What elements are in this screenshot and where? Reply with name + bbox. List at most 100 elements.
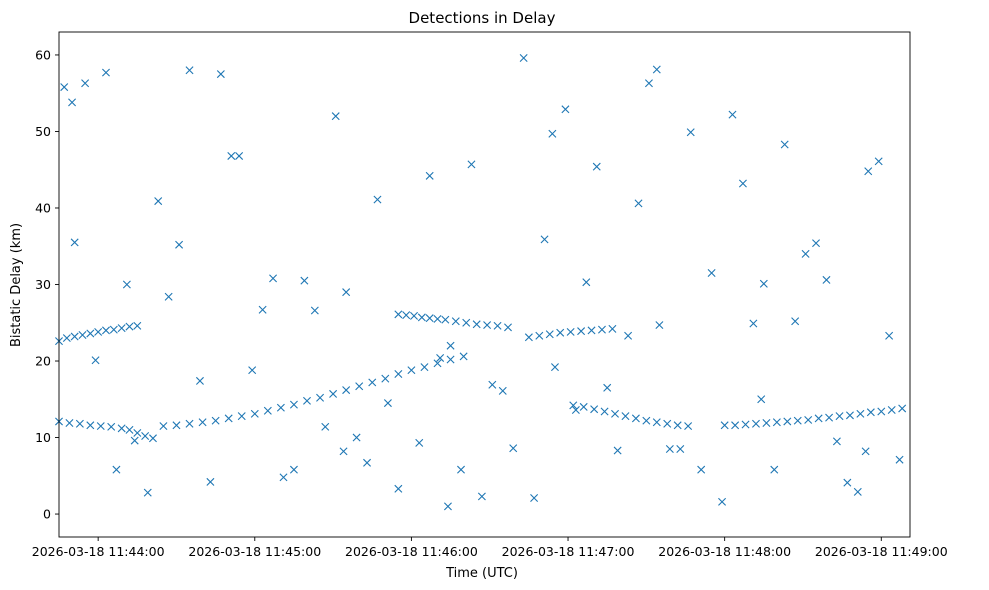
data-point <box>772 418 781 427</box>
data-point <box>621 412 630 421</box>
data-point <box>686 128 695 137</box>
data-point <box>198 418 207 427</box>
data-point <box>446 355 455 364</box>
data-point <box>569 401 578 410</box>
data-point <box>462 318 471 327</box>
data-point <box>738 179 747 188</box>
data-point <box>425 171 434 180</box>
data-point <box>122 280 131 289</box>
data-point <box>227 151 236 160</box>
data-point <box>355 382 364 391</box>
data-point <box>801 249 810 258</box>
data-point <box>407 366 416 375</box>
data-point <box>101 326 110 335</box>
data-point <box>133 428 142 437</box>
data-point <box>759 279 768 288</box>
data-point <box>600 407 609 416</box>
data-point <box>459 352 468 361</box>
data-point <box>718 497 727 506</box>
data-point <box>410 311 419 320</box>
data-point <box>65 419 74 427</box>
data-point <box>825 413 834 422</box>
data-point <box>133 321 142 330</box>
data-point <box>68 98 77 107</box>
data-point <box>673 421 682 430</box>
data-point <box>164 292 173 301</box>
data-point <box>117 324 126 333</box>
data-point <box>94 327 103 336</box>
data-point <box>394 484 403 493</box>
data-point <box>791 317 800 326</box>
data-point <box>441 315 450 324</box>
data-point <box>70 332 79 341</box>
y-tick-label: 10 <box>35 430 51 445</box>
data-point <box>477 492 486 501</box>
data-point <box>665 445 674 453</box>
data-point <box>535 331 544 340</box>
data-point <box>577 327 586 336</box>
y-tick-label: 20 <box>35 354 51 369</box>
data-point <box>472 320 481 329</box>
data-point <box>887 405 896 414</box>
data-point <box>235 151 244 160</box>
data-point <box>62 334 71 343</box>
data-point <box>258 305 267 314</box>
data-point <box>352 433 361 442</box>
data-point <box>519 54 528 63</box>
data-point <box>342 386 351 395</box>
data-point <box>587 326 596 335</box>
data-point <box>195 376 204 385</box>
data-point <box>321 422 330 431</box>
data-point <box>804 415 813 424</box>
data-point <box>339 447 348 456</box>
data-point <box>96 422 105 431</box>
data-point <box>822 275 831 284</box>
data-point <box>835 412 844 421</box>
data-point <box>216 70 225 79</box>
data-point <box>86 329 95 338</box>
data-point <box>269 274 278 283</box>
data-point <box>582 278 591 287</box>
data-point <box>504 323 512 332</box>
data-point <box>91 356 100 365</box>
data-point <box>707 269 716 278</box>
data-point <box>613 446 622 455</box>
data-point <box>877 407 886 416</box>
data-point <box>644 79 653 88</box>
data-point <box>832 437 841 446</box>
data-point <box>101 68 110 77</box>
y-axis-label: Bistatic Delay (km) <box>9 223 24 347</box>
data-point <box>446 341 455 350</box>
data-point <box>248 366 257 375</box>
data-point <box>154 197 163 206</box>
data-point <box>652 418 661 427</box>
y-tick-label: 40 <box>35 200 51 215</box>
data-point <box>783 417 792 426</box>
data-point <box>814 414 823 423</box>
y-tick-label: 60 <box>35 47 51 62</box>
data-point <box>770 465 779 474</box>
y-tick-label: 50 <box>35 124 51 139</box>
data-point <box>109 325 118 334</box>
data-point <box>316 393 325 402</box>
data-point <box>368 378 377 387</box>
data-point <box>561 105 570 114</box>
data-point <box>780 140 789 149</box>
data-point <box>571 405 580 414</box>
data-point <box>211 416 220 425</box>
data-point <box>697 465 706 474</box>
data-point <box>793 416 802 425</box>
data-point <box>81 79 90 88</box>
data-point <box>579 402 588 411</box>
data-point <box>394 310 403 319</box>
data-point <box>263 406 272 415</box>
data-point <box>443 502 452 511</box>
data-point <box>415 438 424 447</box>
data-point <box>720 421 729 430</box>
data-point <box>861 447 870 456</box>
data-point <box>488 380 497 389</box>
data-point <box>566 327 575 336</box>
x-tick-label: 2026-03-18 11:47:00 <box>502 544 635 559</box>
